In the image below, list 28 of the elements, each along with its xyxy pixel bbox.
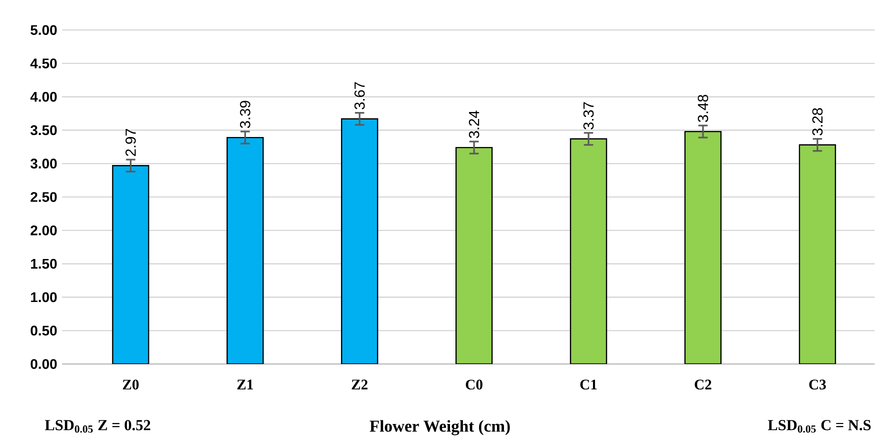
data-label: 3.48 — [698, 94, 708, 122]
y-tick-label: 4.50 — [30, 58, 57, 68]
y-tick-label: 0.50 — [30, 326, 57, 336]
x-tick-label: Z1 — [237, 380, 253, 390]
x-tick-label: Z2 — [352, 380, 368, 390]
x-tick-label: Z0 — [122, 380, 139, 390]
x-axis-title: Flower Weight (cm) — [370, 420, 510, 436]
data-label: 2.97 — [126, 128, 136, 156]
data-label: 3.39 — [240, 100, 250, 128]
y-tick-label: 4.00 — [30, 92, 57, 102]
data-label: 3.28 — [812, 108, 823, 136]
y-tick-label: 5.00 — [30, 25, 57, 35]
x-tick-label: C0 — [466, 380, 482, 390]
y-tick-label: 1.50 — [31, 258, 57, 269]
text: LSD$_{0.05}$ C = N.S — [768, 420, 871, 433]
y-tick-label: 0.00 — [30, 359, 57, 369]
y-tick-label: 2.00 — [30, 225, 57, 236]
y-tick-label: 3.50 — [30, 125, 57, 136]
y-tick-label: 2.50 — [30, 192, 57, 202]
x-tick-label: C3 — [809, 380, 826, 390]
y-tick-label: 3.00 — [30, 158, 57, 169]
data-label: 3.24 — [468, 110, 480, 138]
x-tick-label: C1 — [580, 380, 597, 390]
data-label: 3.67 — [354, 82, 365, 110]
x-tick-label: C2 — [694, 380, 712, 390]
text: LSD$_{0.05}$ Z = 0.52 — [44, 420, 150, 433]
y-tick-label: 1.00 — [31, 292, 57, 302]
data-label: 3.37 — [583, 102, 594, 130]
